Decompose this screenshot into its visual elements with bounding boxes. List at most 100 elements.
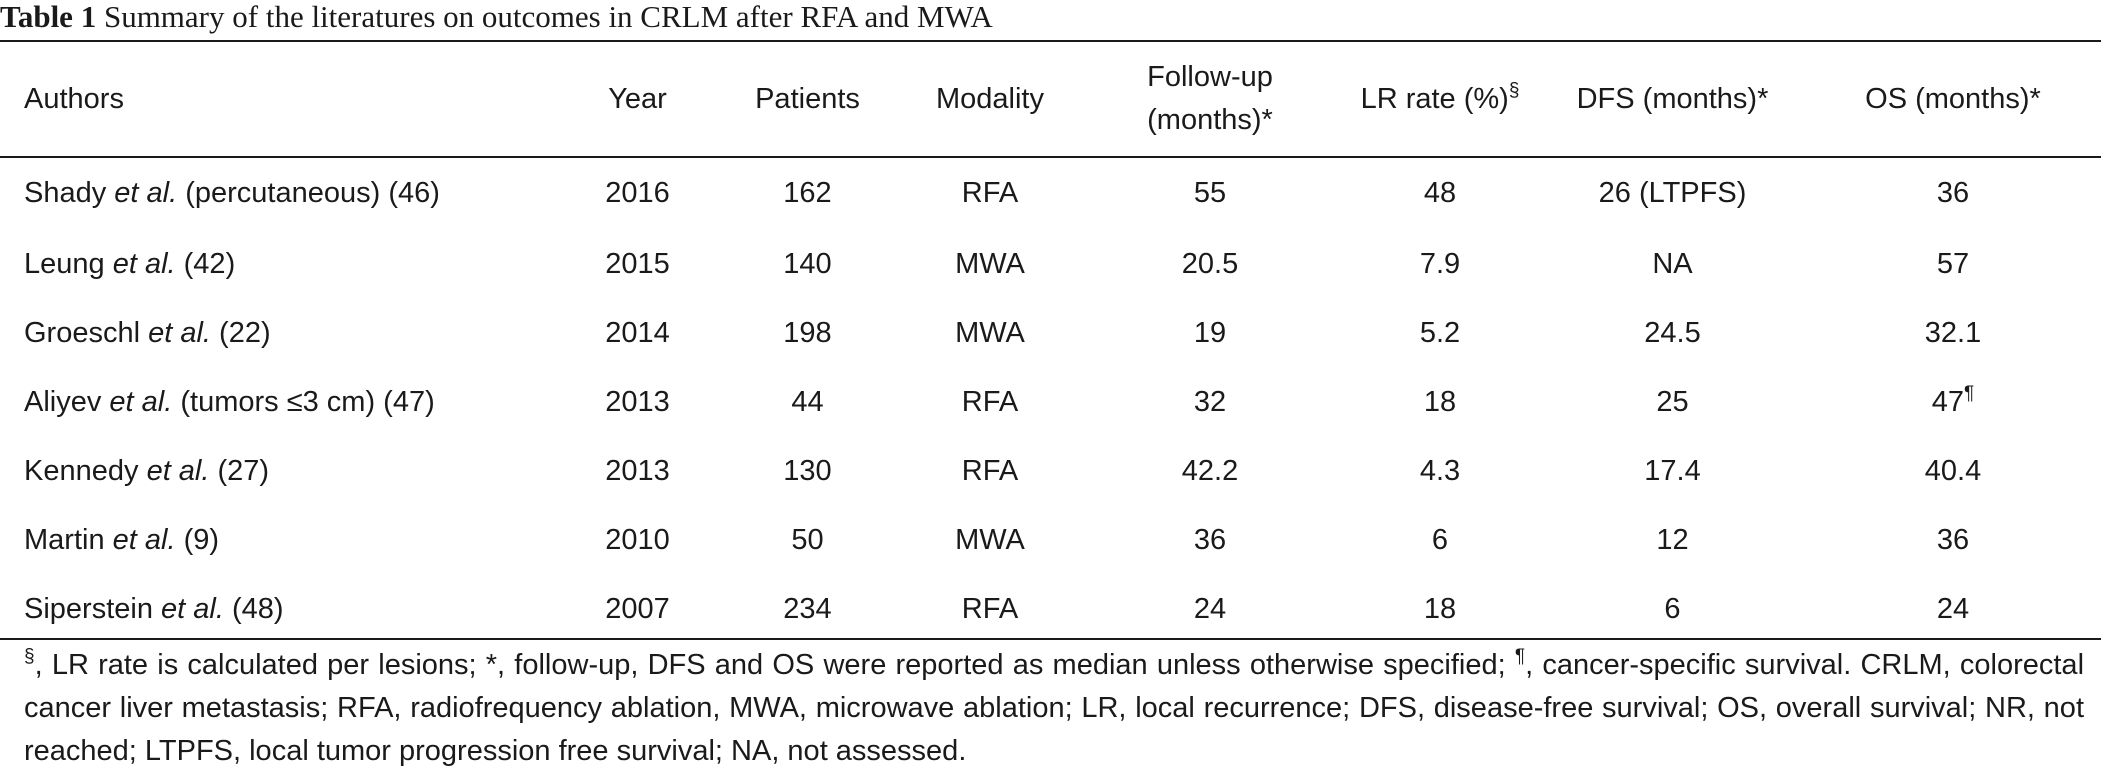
author-note: (tumors ≤3 cm) (47) (172, 386, 435, 418)
cell-followup: 19 (1193, 317, 1227, 349)
header-followup-line2: (months)* (1147, 104, 1273, 136)
cell-dfs: 6 (1664, 593, 1681, 625)
table-row: Martin et al. (9) 2010 50 MWA 36 6 12 36 (0, 506, 2101, 575)
cell-followup: 36 (1193, 524, 1227, 556)
author-name: Shady (24, 176, 107, 209)
et-al: et al. (112, 524, 176, 556)
et-al: et al. (114, 176, 178, 209)
footnote-section-mark: § (24, 646, 35, 667)
cell-followup: 32 (1193, 386, 1227, 418)
table-label: Table 1 (0, 0, 97, 34)
header-row: Authors Year Patients Modality Follow-up… (0, 42, 2101, 156)
cell-dfs: 17.4 (1644, 455, 1701, 487)
cell-patients: 130 (783, 455, 832, 487)
cell-modality: RFA (961, 455, 1019, 487)
cell-lr-rate: 7.9 (1419, 248, 1461, 280)
cell-patients: 234 (783, 593, 832, 625)
cell-modality: RFA (961, 386, 1019, 418)
cell-year: 2010 (605, 524, 670, 556)
et-al: et al. (146, 455, 210, 487)
table-row: Aliyev et al. (tumors ≤3 cm) (47) 2013 44 R… (0, 368, 2101, 437)
author-note: (27) (209, 455, 270, 487)
cell-modality: MWA (955, 248, 1025, 280)
header-followup-line1: Follow-up (1147, 61, 1273, 93)
bottom-rule (0, 638, 2101, 640)
cell-os: 57 (1805, 230, 2101, 299)
header-modality: Modality (936, 82, 1044, 115)
cell-os: 40.4 (1805, 437, 2101, 506)
os-value: 36 (1936, 176, 1970, 209)
et-al: et al. (161, 593, 224, 625)
cell-dfs: 25 (1656, 386, 1689, 418)
footnote-pilcrow-mark: ¶ (1514, 646, 1526, 667)
header-os: OS (months)* (1865, 82, 2041, 115)
cell-lr-rate: 18 (1423, 386, 1457, 418)
cell-os: 32.1 (1805, 299, 2101, 368)
cell-lr-rate: 4.3 (1419, 455, 1461, 487)
cell-lr-rate: 6 (1431, 524, 1449, 556)
cell-authors: Kennedy et al. (27) (0, 437, 560, 506)
cell-year: 2014 (605, 317, 670, 349)
cell-authors: Groeschl et al. (22) (0, 299, 560, 368)
cell-followup: 20.5 (1181, 248, 1239, 280)
cell-lr-rate: 48 (1423, 176, 1457, 209)
author-note: (9) (175, 524, 220, 556)
cell-authors: Leung et al. (42) (0, 230, 560, 299)
header-dfs: DFS (months)* (1576, 82, 1769, 115)
os-value: 32.1 (1924, 317, 1982, 349)
table-row: Siperstein et al. (48) 2007 234 RFA 24 18 6 24 (0, 575, 2101, 644)
author-name: Leung (24, 248, 105, 280)
cell-modality: MWA (955, 524, 1025, 556)
cell-patients: 162 (783, 176, 832, 209)
et-al: et al. (109, 386, 173, 418)
section-mark: § (1508, 79, 1520, 101)
author-note: (48) (223, 593, 284, 625)
cell-os: 47¶ (1805, 368, 2101, 437)
et-al: et al. (148, 317, 211, 349)
cell-modality: MWA (955, 317, 1025, 349)
os-value: 36 (1936, 524, 1970, 556)
footnote-text-1: , LR rate is calculated per lesions; *, … (34, 649, 1515, 681)
cell-modality: RFA (961, 593, 1019, 625)
table-caption: Table 1 Summary of the literatures on ou… (0, 0, 993, 40)
cell-year: 2007 (605, 593, 670, 625)
outcomes-table: Authors Year Patients Modality Follow-up… (0, 42, 2101, 644)
cell-followup: 24 (1193, 593, 1227, 625)
cell-patients: 50 (791, 524, 824, 556)
os-value: 57 (1936, 248, 1970, 280)
cell-dfs: 12 (1656, 524, 1689, 556)
table-row: Shady et al. (percutaneous) (46) 2016 162 R… (0, 156, 2101, 230)
top-rule (0, 40, 2101, 42)
table-title: Summary of the literatures on outcomes i… (103, 0, 993, 34)
cell-followup: 42.2 (1181, 455, 1239, 487)
header-rule (0, 156, 2101, 158)
cell-authors: Martin et al. (9) (0, 506, 560, 575)
cell-year: 2013 (605, 455, 670, 487)
cell-authors: Siperstein et al. (48) (0, 575, 560, 644)
cell-dfs: 26 (LTPFS) (1598, 176, 1747, 209)
header-lr-rate-label: LR rate (%) (1360, 82, 1509, 115)
cell-dfs: NA (1652, 248, 1693, 280)
author-note: (percutaneous) (46) (177, 176, 440, 209)
cell-modality: RFA (961, 176, 1019, 209)
author-name: Martin (24, 524, 105, 556)
cell-os: 24 (1805, 575, 2101, 644)
cell-authors: Shady et al. (percutaneous) (46) (0, 156, 560, 230)
table-body: Shady et al. (percutaneous) (46) 2016 162 R… (0, 156, 2101, 644)
os-value: 40.4 (1924, 455, 1982, 487)
os-mark: ¶ (1964, 383, 1975, 404)
author-note: (22) (210, 317, 271, 349)
cell-year: 2016 (605, 176, 670, 209)
author-note: (42) (175, 248, 236, 280)
et-al: et al. (112, 248, 176, 280)
os-value: 24 (1936, 593, 1970, 625)
header-lr-rate: LR rate (%)§ (1340, 42, 1540, 156)
cell-patients: 44 (791, 386, 824, 418)
header-authors: Authors (24, 82, 124, 115)
cell-patients: 198 (783, 317, 832, 349)
cell-lr-rate: 18 (1423, 593, 1457, 625)
author-name: Aliyev (24, 386, 102, 418)
header-year: Year (608, 82, 667, 115)
cell-year: 2013 (605, 386, 670, 418)
cell-dfs: 24.5 (1644, 317, 1701, 349)
